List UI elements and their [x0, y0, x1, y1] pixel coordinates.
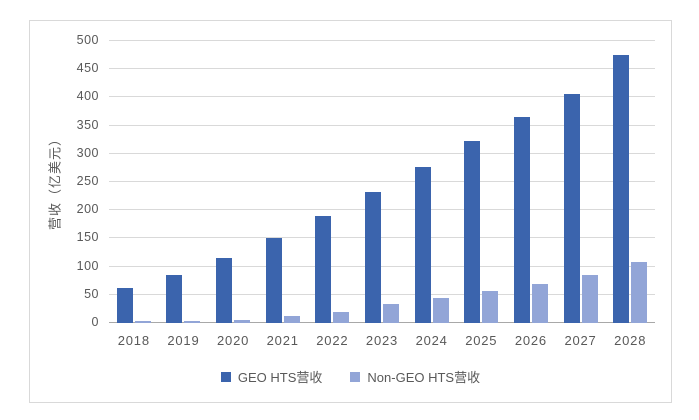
bar-geo-2026 [513, 116, 530, 323]
x-tick-label: 2019 [167, 333, 200, 348]
y-tick-label: 150 [76, 230, 99, 245]
y-tick-label: 100 [76, 258, 99, 273]
bar-geo-2020 [216, 257, 233, 323]
gridline [109, 237, 655, 239]
bar-nongeo-2027 [581, 275, 598, 323]
bar-nongeo-2023 [383, 304, 399, 323]
legend-swatch-icon [220, 371, 231, 382]
bar-geo-2021 [265, 238, 282, 323]
x-tick-label: 2028 [614, 333, 647, 348]
chart-frame: 营收（亿美元） 0 50 100 150 200 250 300 350 400 450 500 2… [29, 20, 672, 403]
gridline [109, 96, 655, 98]
x-tick-label: 2023 [365, 333, 399, 348]
y-tick-label: 350 [76, 117, 99, 132]
x-tick-label: 2026 [514, 333, 547, 348]
x-tick-label: 2025 [465, 333, 498, 348]
bar-nongeo-2026 [531, 283, 548, 323]
x-tick-label: 2020 [217, 333, 250, 348]
y-tick-label: 500 [76, 33, 99, 47]
bar-nongeo-2018 [134, 321, 151, 323]
gridline [109, 265, 655, 267]
bar-geo-2019 [166, 274, 183, 323]
gridline [109, 181, 655, 182]
bar-nongeo-2025 [482, 291, 499, 323]
y-tick-label: 300 [76, 145, 99, 160]
y-tick-label: 0 [91, 315, 99, 329]
gridline [109, 152, 655, 154]
y-tick-label: 400 [76, 89, 99, 104]
legend-swatch-icon [350, 371, 361, 382]
bar-nongeo-2019 [184, 320, 201, 323]
bar-nongeo-2020 [234, 319, 251, 323]
bar-nongeo-2028 [631, 262, 648, 323]
bar-geo-2028 [613, 55, 630, 323]
legend-label: GEO HTS营收 [237, 370, 323, 385]
bar-geo-2025 [464, 141, 481, 323]
x-axis-line [109, 322, 655, 323]
bar-geo-2022 [315, 216, 332, 323]
y-tick-label: 250 [76, 174, 99, 188]
x-tick-label: 2022 [316, 333, 349, 348]
legend-item-nongeo: Non-GEO HTS营收 [350, 367, 480, 386]
y-tick-label: 450 [76, 61, 99, 76]
gridline [109, 293, 655, 295]
legend-item-geo: GEO HTS营收 [220, 367, 323, 386]
plot-area [109, 40, 655, 323]
bar-nongeo-2024 [432, 298, 449, 323]
gridline [109, 209, 655, 211]
bar-nongeo-2022 [333, 311, 350, 323]
y-tick-label: 200 [76, 202, 99, 217]
gridline [109, 40, 655, 41]
x-tick-label: 2021 [266, 333, 299, 348]
legend: GEO HTS营收 Non-GEO HTS营收 [30, 367, 671, 386]
y-tick-label: 50 [84, 286, 99, 301]
bar-geo-2023 [365, 192, 381, 323]
bar-geo-2024 [414, 166, 431, 323]
x-tick-label: 2018 [117, 333, 150, 348]
bar-nongeo-2021 [283, 315, 300, 323]
legend-label: Non-GEO HTS营收 [367, 370, 481, 385]
x-tick-label: 2027 [564, 333, 597, 348]
bar-geo-2018 [116, 288, 133, 323]
gridline [109, 124, 655, 126]
bar-geo-2027 [563, 94, 580, 323]
x-tick-label: 2024 [415, 333, 448, 348]
gridline [109, 68, 655, 70]
